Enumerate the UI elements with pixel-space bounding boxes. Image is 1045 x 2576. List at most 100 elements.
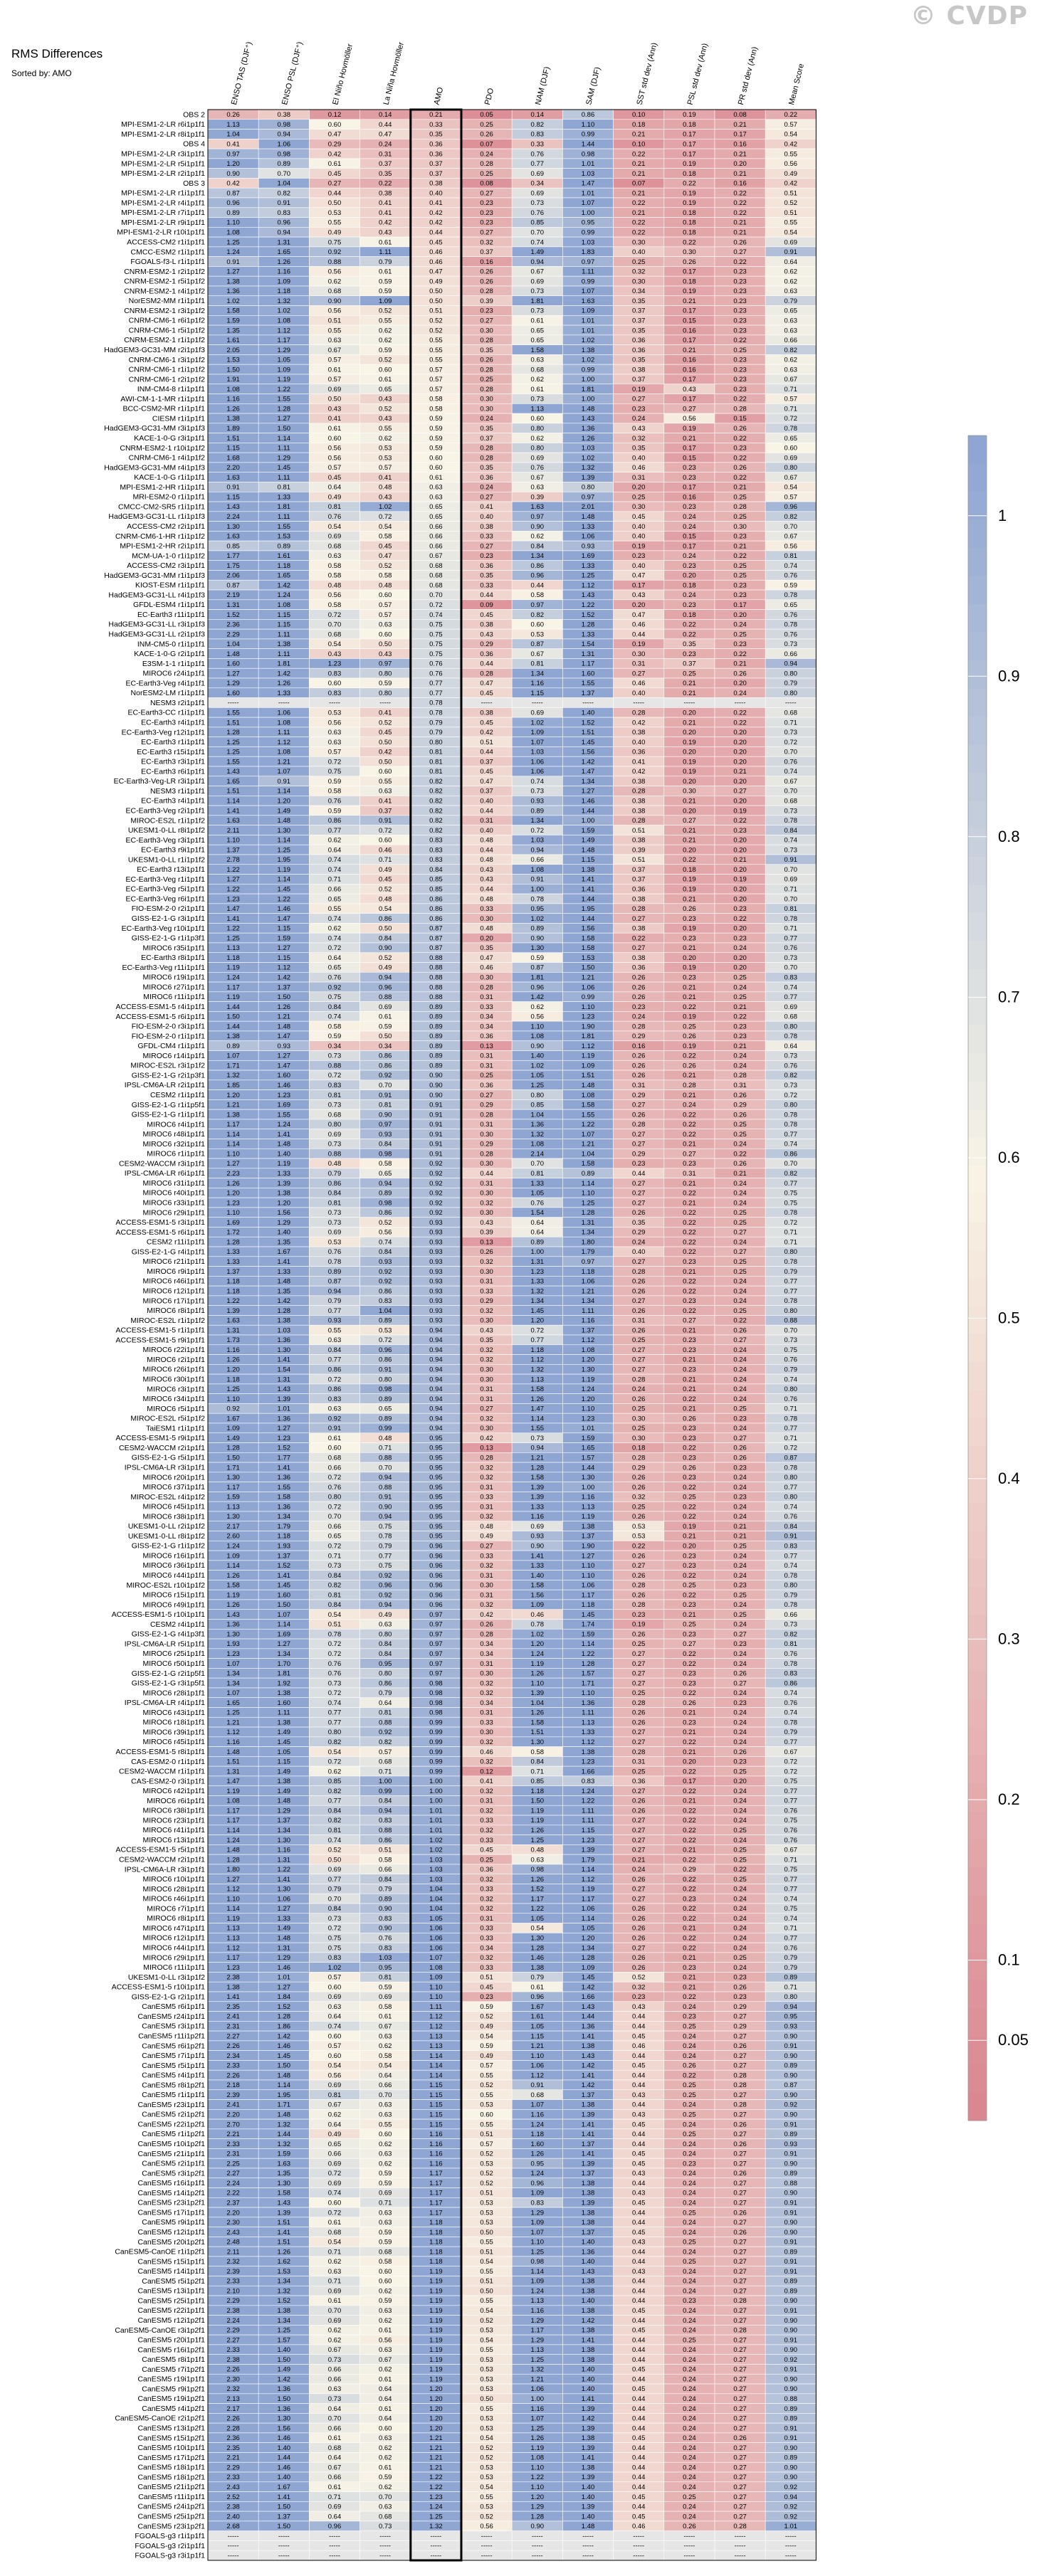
row-label: CNRM-CM6-1 r4i1p1f2 bbox=[129, 454, 206, 463]
cell-value: 1.06 bbox=[278, 141, 291, 149]
cell-value: 0.71 bbox=[328, 876, 342, 884]
cell-value: 1.14 bbox=[226, 1562, 240, 1570]
cell-value: 0.72 bbox=[328, 758, 342, 766]
cell-value: 1.02 bbox=[531, 1630, 545, 1638]
cell-value: 1.33 bbox=[582, 523, 595, 531]
cell-value: 0.35 bbox=[632, 357, 646, 364]
cell-value: 0.87 bbox=[429, 925, 443, 933]
cell-value: 1.50 bbox=[226, 1455, 240, 1462]
row-label: CanESM5 r3i1p1f1 bbox=[142, 2022, 205, 2031]
cell-value: 0.74 bbox=[328, 856, 342, 864]
cell-value: 1.38 bbox=[226, 1111, 240, 1119]
cell-value: ----- bbox=[278, 700, 290, 707]
cell-value: 1.93 bbox=[278, 1542, 291, 1550]
cell-value: 0.23 bbox=[733, 386, 747, 394]
cell-value: 0.22 bbox=[683, 1827, 696, 1835]
cell-value: 0.26 bbox=[480, 1248, 493, 1256]
cell-value: 0.24 bbox=[733, 1425, 747, 1432]
cell-value: 0.52 bbox=[379, 1219, 392, 1227]
cell-value: 1.50 bbox=[582, 964, 595, 972]
cell-value: 0.93 bbox=[531, 798, 545, 806]
cell-value: 0.69 bbox=[379, 1993, 392, 2001]
cell-value: 0.30 bbox=[632, 503, 646, 511]
cell-value: 0.22 bbox=[683, 1837, 696, 1844]
cell-value: 0.19 bbox=[683, 885, 696, 893]
cell-value: 1.35 bbox=[278, 1238, 291, 1246]
cell-value: 0.77 bbox=[784, 993, 798, 1001]
cell-value: 0.70 bbox=[784, 1160, 798, 1168]
cell-value: 0.22 bbox=[632, 219, 646, 227]
cell-value: 0.63 bbox=[328, 1336, 342, 1344]
cell-value: 0.68 bbox=[429, 581, 443, 589]
cell-value: 0.29 bbox=[632, 1150, 646, 1158]
cell-value: 0.27 bbox=[632, 1944, 646, 1952]
row-label: CanESM5 r13i1p1f1 bbox=[137, 2287, 205, 2296]
cell-value: 0.22 bbox=[632, 150, 646, 158]
cell-value: 0.61 bbox=[379, 2013, 392, 2021]
cell-value: 0.41 bbox=[429, 199, 443, 207]
cell-value: 0.88 bbox=[379, 1455, 392, 1462]
cell-value: 0.90 bbox=[429, 1072, 443, 1080]
cell-value: 0.50 bbox=[379, 925, 392, 933]
cell-value: 1.49 bbox=[278, 1925, 291, 1933]
cell-value: 1.42 bbox=[278, 973, 291, 981]
cell-value: 0.28 bbox=[480, 670, 493, 677]
cell-value: 0.28 bbox=[480, 1111, 493, 1119]
column-header: El Niño Hovmöller bbox=[331, 43, 355, 106]
row-label: MIROC6 r41i1p1f1 bbox=[142, 1826, 205, 1835]
cell-value: 0.95 bbox=[429, 1513, 443, 1521]
row-label: CESM2 r11i1p1f1 bbox=[147, 1238, 205, 1247]
cell-value: 0.61 bbox=[379, 1013, 392, 1021]
cell-value: 0.63 bbox=[328, 729, 342, 737]
cell-value: 1.08 bbox=[278, 317, 291, 324]
cell-value: 0.30 bbox=[480, 1131, 493, 1139]
cell-value: 0.33 bbox=[480, 1886, 493, 1894]
row-label: MIROC6 r32i1p1f1 bbox=[142, 1140, 205, 1149]
cell-value: 0.30 bbox=[632, 650, 646, 658]
cell-value: 0.61 bbox=[379, 268, 392, 276]
cell-value: 0.86 bbox=[379, 915, 392, 923]
cell-value: 0.31 bbox=[480, 1062, 493, 1070]
cell-value: 0.95 bbox=[429, 1484, 443, 1492]
cell-value: 1.11 bbox=[582, 1307, 594, 1315]
cell-value: 0.62 bbox=[784, 268, 798, 276]
cell-value: 1.17 bbox=[226, 1807, 240, 1815]
cell-value: 0.24 bbox=[632, 1385, 646, 1393]
cell-value: 0.90 bbox=[379, 944, 392, 952]
cell-value: 0.75 bbox=[429, 650, 443, 658]
cell-value: 0.24 bbox=[733, 1807, 747, 1815]
cell-value: 0.83 bbox=[379, 1915, 392, 1923]
cell-value: 0.88 bbox=[379, 1719, 392, 1726]
cell-value: 1.31 bbox=[278, 1944, 291, 1952]
cell-value: 0.53 bbox=[379, 454, 392, 462]
cell-value: 1.49 bbox=[278, 1788, 291, 1795]
cell-value: 1.14 bbox=[278, 876, 291, 884]
cell-value: 1.37 bbox=[582, 1533, 595, 1541]
cell-value: 0.18 bbox=[683, 209, 696, 217]
cell-value: 1.02 bbox=[226, 297, 240, 305]
cell-value: 0.21 bbox=[733, 229, 747, 237]
cell-value: 0.77 bbox=[328, 1719, 342, 1726]
cell-value: 1.05 bbox=[278, 357, 291, 364]
cell-value: 0.93 bbox=[429, 1287, 443, 1295]
cell-value: 0.74 bbox=[784, 1141, 798, 1149]
cell-value: 0.49 bbox=[480, 2023, 493, 2031]
cell-value: 0.21 bbox=[683, 1092, 696, 1099]
row-label: MIROC6 r28i1p1f1 bbox=[142, 1885, 205, 1894]
cell-value: 0.23 bbox=[733, 1640, 747, 1648]
cell-value: 0.82 bbox=[429, 798, 443, 806]
cell-value: 0.36 bbox=[632, 1778, 646, 1785]
cell-value: 0.90 bbox=[531, 1542, 545, 1550]
cell-value: 1.26 bbox=[226, 1572, 240, 1580]
cell-value: 1.20 bbox=[582, 1395, 595, 1403]
cell-value: 0.19 bbox=[632, 640, 646, 648]
cell-value: 1.37 bbox=[278, 1817, 291, 1825]
cell-value: 1.14 bbox=[226, 798, 240, 806]
cell-value: 0.27 bbox=[733, 1229, 747, 1237]
cell-value: 0.27 bbox=[632, 1102, 646, 1109]
cell-value: 0.79 bbox=[784, 297, 798, 305]
cell-value: 0.28 bbox=[632, 1023, 646, 1030]
cell-value: 0.22 bbox=[632, 199, 646, 207]
cell-value: 0.88 bbox=[328, 1150, 342, 1158]
cell-value: 0.83 bbox=[582, 1778, 595, 1785]
